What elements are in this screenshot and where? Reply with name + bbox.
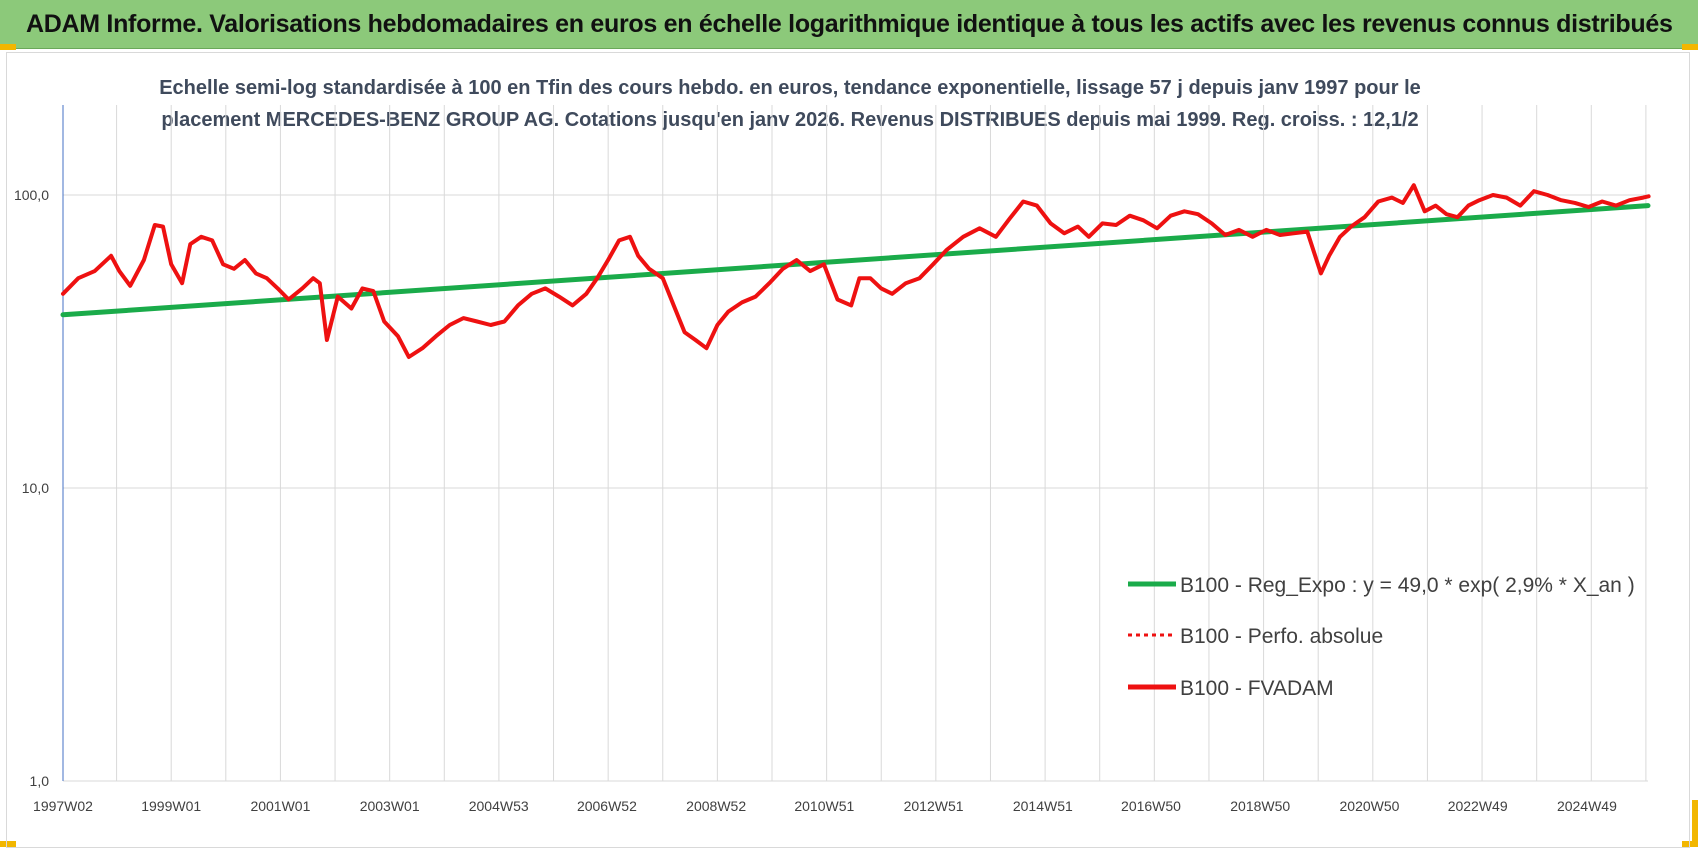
corner-mark-bottom-right-h <box>1682 841 1698 847</box>
x-tick-label: 2014W51 <box>1013 798 1073 814</box>
y-tick-label: 100,0 <box>14 187 49 203</box>
x-tick-label: 1999W01 <box>141 798 201 814</box>
x-tick-label: 2008W52 <box>686 798 746 814</box>
grid-lines <box>63 105 1648 782</box>
x-tick-label: 2003W01 <box>360 798 420 814</box>
corner-mark-top-left <box>0 44 16 50</box>
page-title: ADAM Informe. Valorisations hebdomadaire… <box>26 10 1673 38</box>
legend-label: B100 - Perfo. absolue <box>1180 625 1383 648</box>
x-tick-label: 2001W01 <box>250 798 310 814</box>
legend: B100 - Reg_Expo : y = 49,0 * exp( 2,9% *… <box>1128 574 1635 700</box>
series-line-reg-expo <box>60 203 1651 318</box>
x-tick-label: 2004W53 <box>469 798 529 814</box>
x-tick-label: 1997W02 <box>33 798 93 814</box>
corner-mark-bottom-right-v <box>1692 800 1698 846</box>
chart-frame <box>6 52 1690 848</box>
corner-mark-bottom-left <box>0 841 16 847</box>
series-lines <box>60 183 1651 359</box>
x-tick-label: 2016W50 <box>1121 798 1181 814</box>
title-banner: ADAM Informe. Valorisations hebdomadaire… <box>0 0 1698 49</box>
x-tick-label: 2006W52 <box>577 798 637 814</box>
chart-subtitle: Echelle semi-log standardisée à 100 en T… <box>150 72 1430 136</box>
legend-label: B100 - Reg_Expo : y = 49,0 * exp( 2,9% *… <box>1180 574 1635 597</box>
x-tick-label: 2018W50 <box>1230 798 1290 814</box>
x-tick-label: 2022W49 <box>1448 798 1508 814</box>
x-tick-label: 2020W50 <box>1340 798 1400 814</box>
legend-label: B100 - FVADAM <box>1180 677 1334 700</box>
chart-subtitle-line-1: Echelle semi-log standardisée à 100 en T… <box>159 77 1421 99</box>
corner-mark-top-right <box>1682 44 1698 50</box>
x-tick-label: 2012W51 <box>904 798 964 814</box>
y-tick-labels: 1,0 10,0 100,0 <box>14 187 49 789</box>
chart-subtitle-line-2: placement MERCEDES-BENZ GROUP AG. Cotati… <box>161 109 1419 131</box>
y-tick-label: 10,0 <box>22 480 49 496</box>
series-line-fvadam <box>61 183 1651 359</box>
x-tick-label: 2024W49 <box>1557 798 1617 814</box>
y-tick-label: 1,0 <box>30 773 50 789</box>
x-tick-labels: 1997W02 1999W01 2001W01 2003W01 2004W53 2006W… <box>33 798 1617 814</box>
x-tick-label: 2010W51 <box>794 798 854 814</box>
